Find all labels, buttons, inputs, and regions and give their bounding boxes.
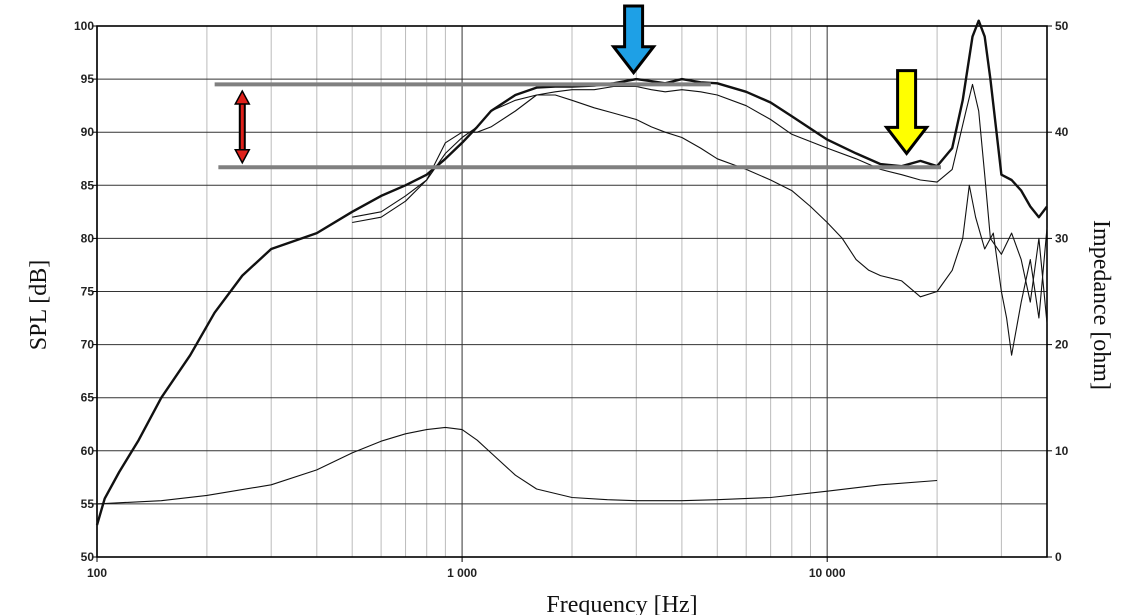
double-arrow-head-up <box>234 89 251 105</box>
y2-tick-label: 40 <box>1055 125 1069 139</box>
y-tick-label: 90 <box>81 125 95 139</box>
series-layer <box>95 19 1048 526</box>
y-tick-label: 50 <box>81 550 95 564</box>
annotation-layer <box>214 4 942 170</box>
y2-tick-label: 0 <box>1055 550 1062 564</box>
double-arrow-head-down <box>234 149 251 165</box>
y2-axis-title: Impedance [ohm] <box>1088 220 1114 390</box>
y-tick-label: 95 <box>81 72 95 86</box>
double-arrow <box>234 89 251 165</box>
x-axis-title: Frequency [Hz] <box>546 592 697 615</box>
impedance-curve <box>96 426 938 505</box>
highlight-down-arrow <box>610 4 657 76</box>
y-tick-label: 75 <box>81 285 95 299</box>
x-tick-label: 100 <box>87 566 107 580</box>
tick-labels: 50 55 60 65 70 75 80 85 90 95 100 0 10 20 30 40 50 100 1 0… <box>74 19 1069 580</box>
spl-curve-3 <box>352 94 1048 356</box>
y-tick-label: 70 <box>81 338 95 352</box>
y-tick-label: 80 <box>81 231 95 245</box>
y-tick-label: 60 <box>81 444 95 458</box>
spl-curve-2 <box>352 83 1048 324</box>
spl-curve-1 <box>95 19 1048 526</box>
x-tick-label: 1 000 <box>447 566 477 580</box>
y2-tick-label: 20 <box>1055 338 1069 352</box>
y-tick-label: 65 <box>81 391 95 405</box>
y2-tick-label: 30 <box>1055 231 1069 245</box>
highlight-down-arrow <box>883 69 930 156</box>
grid-lines <box>96 25 1048 558</box>
y-tick-label: 55 <box>81 497 95 511</box>
y-axis-title: SPL [dB] <box>26 260 52 350</box>
x-tick-label: 10 000 <box>809 566 846 580</box>
y-tick-label: 85 <box>81 178 95 192</box>
y2-tick-label: 50 <box>1055 19 1069 33</box>
y-tick-label: 100 <box>74 19 94 33</box>
y2-tick-label: 10 <box>1055 444 1069 458</box>
